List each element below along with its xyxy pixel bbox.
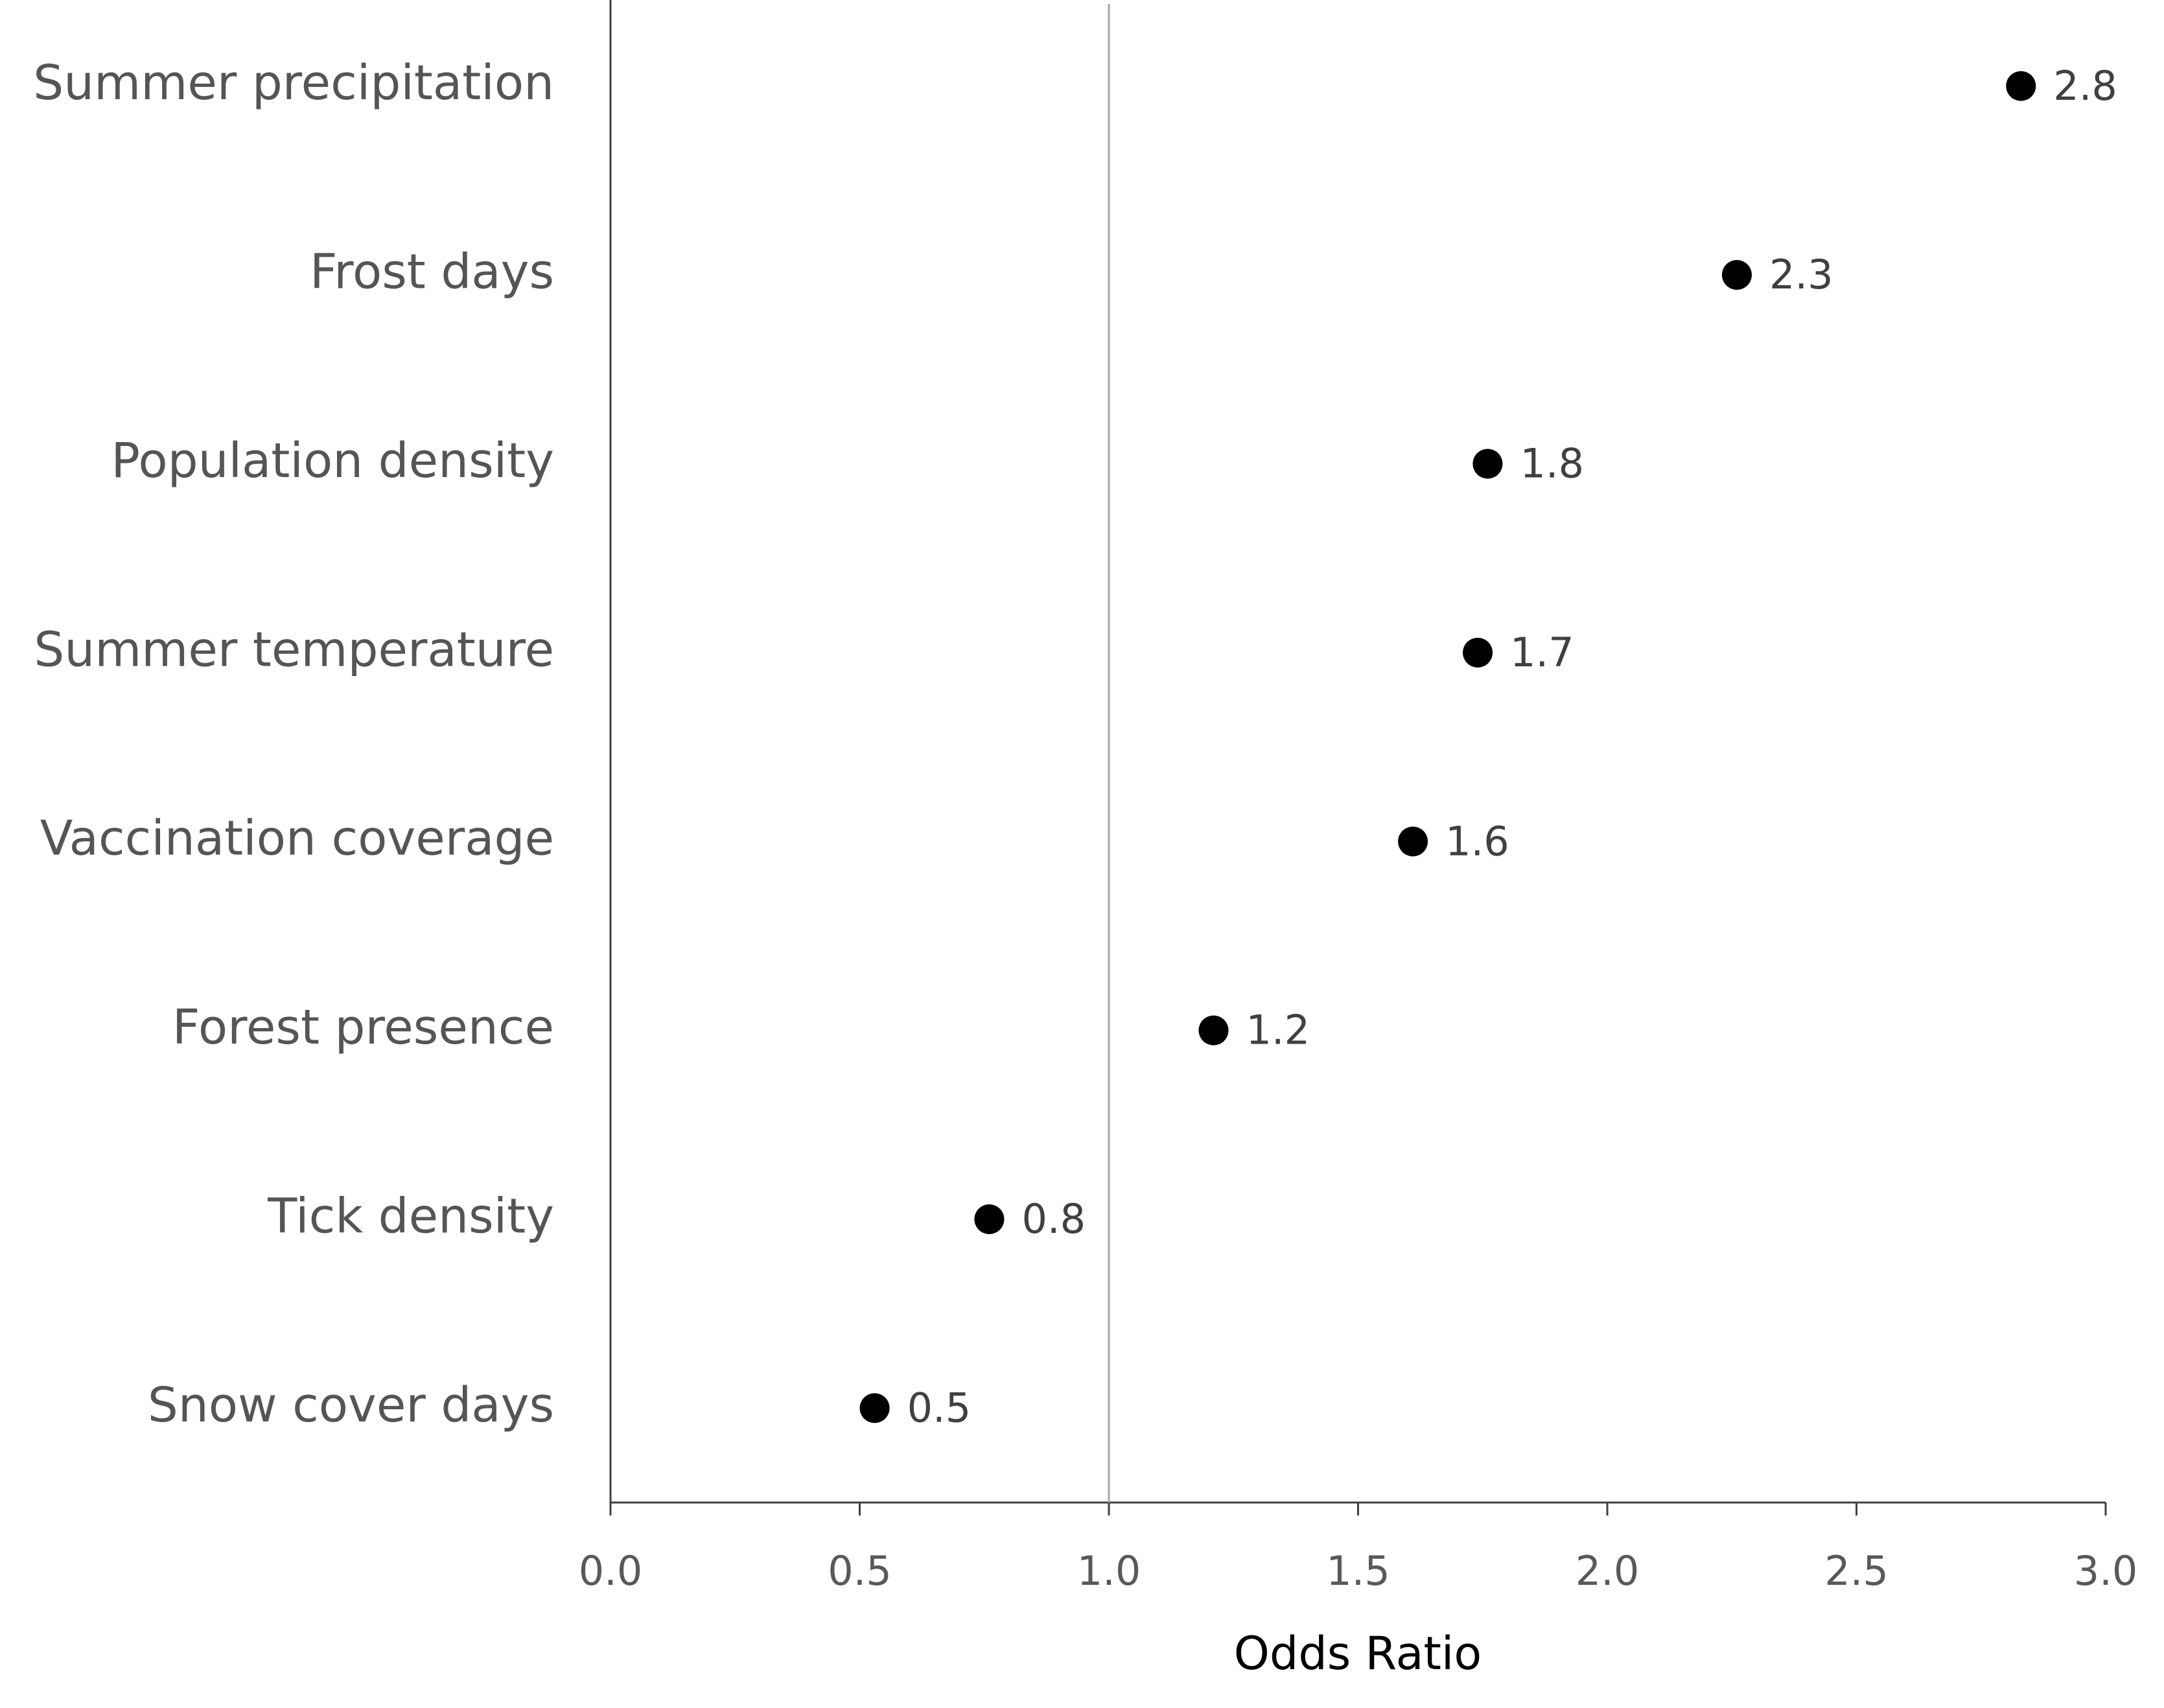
- dot: [1472, 449, 1503, 479]
- value-label: 1.6: [1445, 817, 1509, 865]
- value-label: 0.5: [907, 1384, 971, 1431]
- value-label: 1.8: [1520, 440, 1584, 487]
- x-axis-title: Odds Ratio: [1234, 1627, 1482, 1680]
- value-label: 0.8: [1021, 1195, 1086, 1243]
- category-label: Forest presence: [172, 1000, 554, 1055]
- dot: [1198, 1015, 1229, 1046]
- category-label: Frost days: [310, 244, 554, 300]
- category-label: Tick density: [267, 1188, 554, 1244]
- dot: [1398, 826, 1428, 857]
- dot: [2006, 71, 2036, 101]
- x-tick-label: 1.0: [1077, 1547, 1141, 1595]
- value-label: 2.8: [2053, 62, 2117, 110]
- x-tick-label: 0.0: [579, 1547, 643, 1595]
- dot: [1721, 260, 1752, 290]
- category-label: Snow cover days: [148, 1377, 554, 1433]
- dot: [1463, 637, 1493, 668]
- x-tick-label: 2.5: [1824, 1547, 1889, 1595]
- dot: [859, 1393, 890, 1423]
- category-label: Summer precipitation: [33, 55, 554, 111]
- x-tick-label: 0.5: [828, 1547, 892, 1595]
- value-label: 1.7: [1510, 629, 1574, 676]
- x-tick-label: 1.5: [1326, 1547, 1390, 1595]
- category-label: Population density: [111, 433, 554, 489]
- category-label: Summer temperature: [34, 622, 554, 677]
- value-label: 2.3: [1769, 251, 1833, 298]
- x-tick-label: 3.0: [2074, 1547, 2138, 1595]
- x-tick-label: 2.0: [1576, 1547, 1640, 1595]
- value-label: 1.2: [1246, 1007, 1310, 1054]
- dot: [974, 1204, 1005, 1234]
- category-label: Vaccination coverage: [40, 811, 554, 867]
